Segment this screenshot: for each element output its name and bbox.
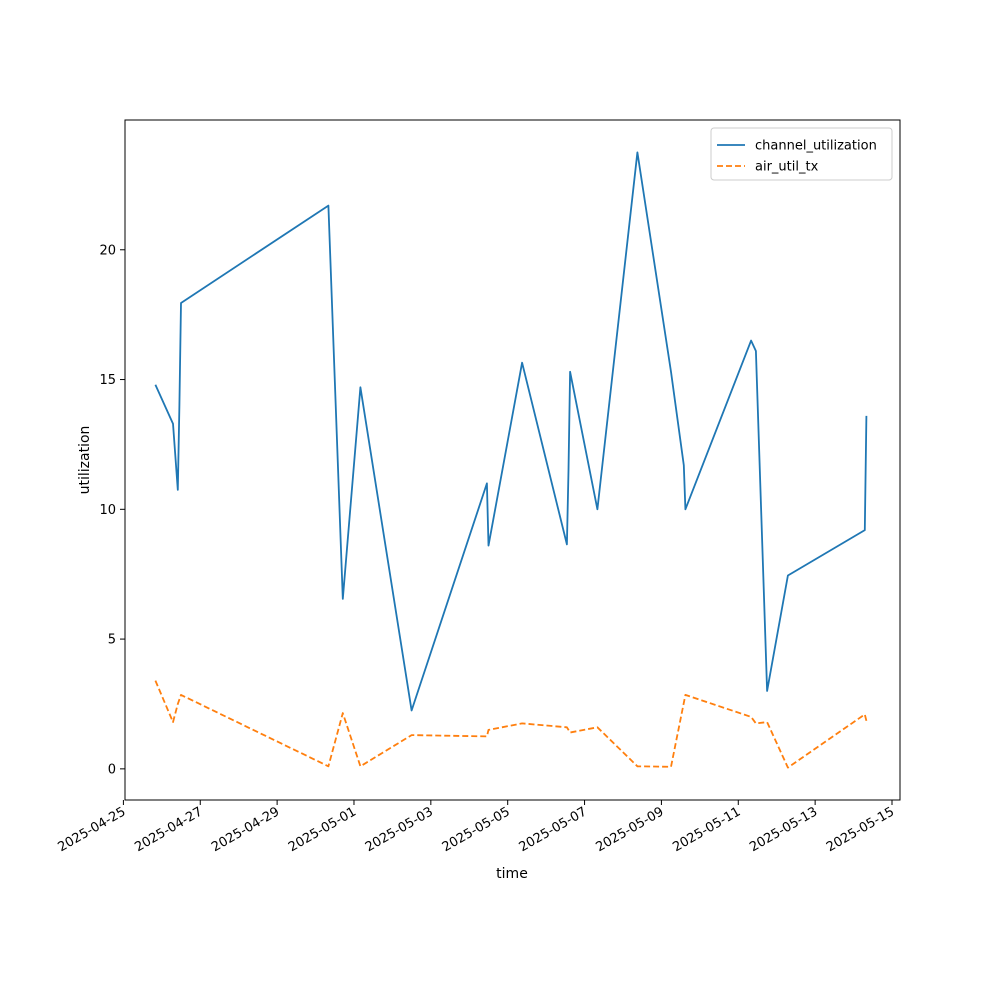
legend-label: channel_utilization (755, 139, 877, 154)
lines-layer (154, 151, 868, 769)
legend: channel_utilization air_util_tx (710, 127, 893, 181)
y-tick-label: 10 (99, 503, 116, 518)
series-line-channel-utilization (154, 151, 868, 712)
x-axis-label: time (496, 866, 528, 882)
y-axis: 0 5 10 15 20 (99, 243, 125, 777)
y-tick-label: 0 (108, 762, 116, 777)
y-tick-label: 20 (99, 243, 116, 258)
y-axis-label: utilization (77, 426, 93, 495)
plot-frame (124, 119, 901, 801)
legend-box (710, 127, 893, 181)
series-line-air-util-tx (154, 680, 868, 769)
y-tick-label: 5 (108, 633, 116, 648)
y-tick-label: 15 (99, 373, 116, 388)
legend-label: air_util_tx (755, 160, 819, 175)
